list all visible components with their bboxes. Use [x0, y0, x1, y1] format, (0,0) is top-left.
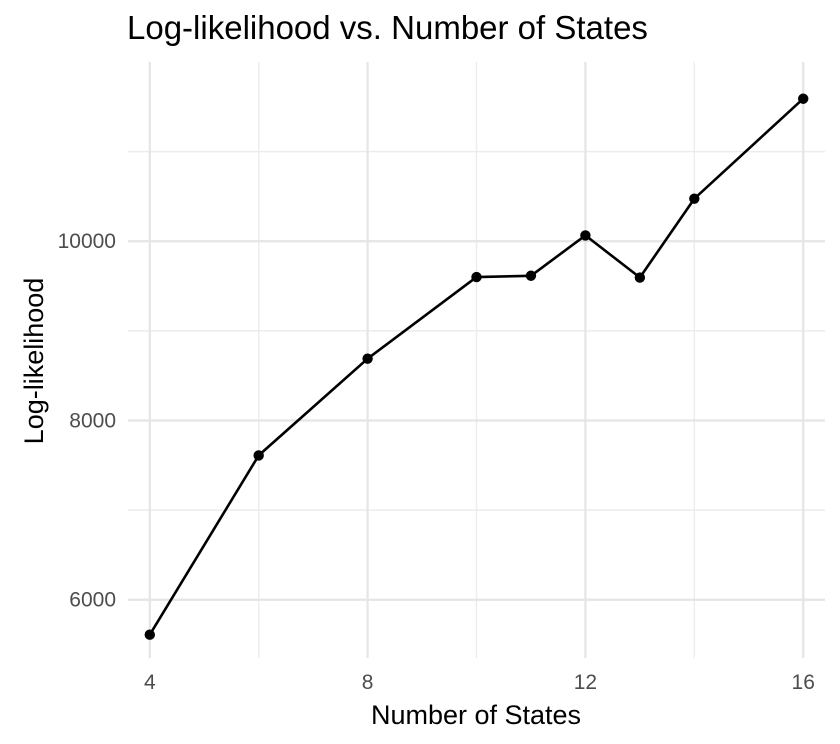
y-tick-label: 8000	[69, 409, 116, 432]
data-point	[471, 271, 482, 283]
y-axis-ticks: 6000 8000 10000	[58, 230, 116, 611]
y-tick-label: 6000	[69, 589, 116, 612]
data-point	[634, 272, 646, 283]
y-axis-title: Log-likelihood	[19, 278, 49, 445]
x-tick-label: 4	[144, 671, 156, 694]
x-tick-label: 8	[362, 671, 374, 694]
data-point	[144, 629, 155, 640]
x-axis-title: Number of States	[371, 700, 581, 730]
data-point	[689, 193, 700, 204]
series-log-likelihood	[144, 93, 809, 640]
data-point	[362, 353, 373, 364]
y-tick-label: 10000	[58, 230, 116, 253]
data-point	[525, 270, 537, 281]
grid	[128, 62, 825, 658]
chart-title: Log-likelihood vs. Number of States	[127, 9, 648, 46]
x-axis-ticks: 4 8 12 16	[144, 671, 815, 694]
data-point	[580, 230, 591, 241]
data-point	[253, 450, 264, 461]
x-tick-label: 12	[574, 671, 597, 694]
x-tick-label: 16	[792, 671, 815, 694]
data-point	[798, 93, 809, 104]
